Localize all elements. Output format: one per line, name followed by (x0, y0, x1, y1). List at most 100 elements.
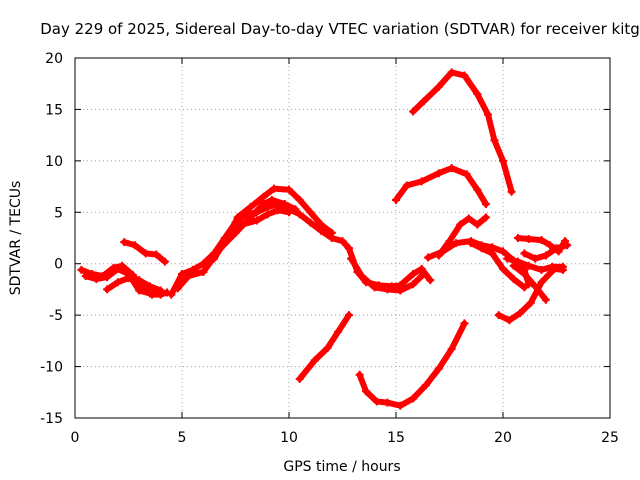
data-point-marker (120, 238, 129, 247)
data-point-marker (537, 265, 546, 274)
x-tick-label: 20 (494, 430, 512, 446)
data-point-marker (357, 272, 366, 281)
data-point-marker (344, 244, 353, 253)
data-point-marker (259, 192, 268, 201)
data-arc-arc-21 (510, 262, 549, 303)
data-point-marker (263, 210, 272, 219)
data-point-marker (344, 311, 353, 320)
data-point-marker (113, 264, 122, 273)
data-point-marker (477, 244, 486, 253)
data-point-marker (434, 169, 443, 178)
data-arc-arc-4 (121, 239, 168, 265)
data-point-marker (184, 272, 193, 281)
data-point-marker (145, 282, 154, 291)
data-point-marker (516, 309, 525, 318)
data-point-marker (310, 356, 319, 365)
data-point-marker (513, 234, 522, 242)
data-point-marker (103, 285, 112, 294)
data-point-marker (434, 251, 443, 260)
x-tick-label: 5 (178, 430, 187, 446)
data-point-marker (237, 220, 246, 229)
data-point-marker (473, 185, 482, 194)
data-point-marker (92, 275, 101, 284)
data-point-marker (460, 71, 469, 80)
data-point-marker (531, 282, 540, 291)
plot-frame (74, 57, 611, 419)
data-point-marker (499, 156, 507, 165)
data-point-marker (417, 264, 426, 273)
data-point-marker (317, 220, 326, 229)
data-point-marker (274, 206, 283, 215)
data-point-marker (372, 397, 381, 406)
data-point-marker (295, 195, 304, 204)
data-point-marker (347, 254, 356, 263)
data-point-marker (233, 213, 242, 222)
data-point-marker (563, 241, 572, 250)
data-point-marker (145, 289, 154, 298)
data-point-marker (295, 374, 304, 383)
data-point-marker (295, 210, 304, 219)
data-point-marker (419, 97, 428, 106)
data-point-marker (537, 236, 546, 245)
data-point-marker (135, 286, 144, 295)
data-point-marker (267, 195, 276, 204)
data-arc-arc-11 (296, 312, 352, 382)
data-point-marker (513, 257, 522, 266)
data-point-marker (541, 251, 550, 260)
y-tick-label: 20 (45, 51, 63, 67)
data-point-marker (447, 68, 456, 77)
data-point-marker (270, 184, 279, 193)
data-point-marker (362, 387, 371, 396)
x-tick-label: 15 (387, 430, 405, 446)
data-point-marker (178, 270, 186, 278)
data-point-marker (552, 244, 561, 253)
data-point-marker (323, 344, 332, 353)
data-point-marker (130, 241, 139, 250)
data-point-marker (135, 276, 144, 285)
data-point-marker (462, 170, 471, 179)
data-point-marker (456, 220, 465, 229)
data-point-marker (77, 265, 86, 274)
data-arc-arc-13 (410, 69, 515, 195)
y-tick-label: 0 (54, 257, 63, 273)
data-point-marker (488, 249, 497, 258)
x-tick-label: 10 (280, 430, 298, 446)
data-point-marker (507, 187, 516, 196)
data-point-marker (280, 200, 289, 209)
y-tick-label: -15 (40, 411, 63, 427)
y-tick-label: -5 (49, 308, 63, 324)
data-point-marker (392, 195, 400, 204)
data-point-marker (447, 164, 456, 173)
data-point-marker (464, 214, 473, 223)
data-point-marker (252, 216, 261, 225)
data-point-marker (434, 82, 443, 91)
data-arc-arc-7 (221, 185, 335, 247)
data-point-marker (152, 250, 161, 259)
data-point-marker (306, 218, 315, 227)
y-tick-label: 10 (45, 154, 63, 170)
data-point-marker (490, 136, 499, 145)
data-point-marker (558, 262, 567, 271)
data-point-marker (505, 316, 514, 325)
data-point-marker (421, 381, 430, 390)
chart-title: Day 229 of 2025, Sidereal Day-to-day VTE… (40, 20, 640, 38)
data-point-marker (546, 241, 555, 250)
data-point-marker (210, 254, 219, 263)
data-point-marker (537, 278, 546, 287)
data-point-marker (327, 228, 336, 237)
data-point-marker (541, 295, 550, 304)
data-point-marker (494, 311, 503, 320)
data-arc-arc-5 (168, 201, 352, 298)
data-point-marker (409, 280, 418, 289)
data-point-marker (503, 254, 512, 263)
data-point-marker (531, 254, 540, 263)
data-point-marker (338, 237, 347, 246)
plot-area (77, 68, 572, 410)
data-point-marker (141, 249, 150, 258)
data-point-marker (451, 239, 460, 248)
data-point-marker (434, 364, 443, 373)
data-point-marker (383, 398, 392, 407)
data-point-marker (481, 213, 490, 222)
x-tick-label: 0 (71, 430, 80, 446)
